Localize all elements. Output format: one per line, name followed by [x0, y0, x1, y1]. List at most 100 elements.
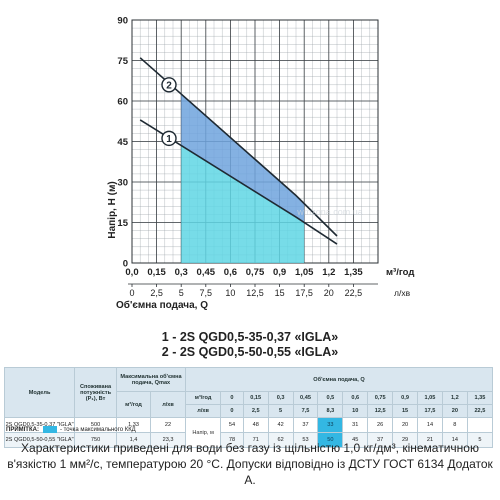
q-lmin-cell: 12,5	[367, 404, 394, 418]
head-value: 53	[292, 432, 319, 448]
head-value: 71	[242, 432, 269, 448]
q-lmin-cell: 20	[441, 404, 468, 418]
series-markers: 12	[161, 77, 177, 147]
curve-marker-label: 1	[166, 134, 172, 145]
q-m3h-cell: 0,3	[267, 391, 294, 405]
th-qmax-lmin: л/хв	[149, 391, 187, 418]
q-lmin-cell: 17,5	[417, 404, 443, 418]
table-row: 2S QGD0,5-35-0,37 "IGLA" 500 1,33 22 Нап…	[3, 417, 494, 448]
th-q-m3h-unit: м³/год	[185, 391, 222, 405]
head-value: 26	[367, 417, 394, 433]
y-tick-label: 30	[117, 178, 128, 189]
row-qmax-m3h: 1,33	[116, 417, 151, 433]
q-lmin-cell: 22,5	[466, 404, 494, 418]
q-m3h-cell: 0,9	[392, 391, 418, 405]
head-value: 8	[441, 417, 468, 433]
head-value: 62	[267, 432, 294, 448]
x-tick-label-m3h: 0,0	[125, 267, 138, 278]
x-tick-label-m3h: 0,15	[147, 267, 166, 278]
x-tick-label-m3h: 0,75	[246, 267, 265, 278]
head-value-max-efficiency: 33	[317, 417, 344, 433]
x-tick-label-m3h: 1,2	[322, 267, 335, 278]
performance-zones	[181, 94, 305, 263]
head-value: 14	[417, 417, 443, 433]
head-value: 37	[367, 432, 394, 448]
q-lmin-cell: 8,3	[317, 404, 344, 418]
efficiency-zone	[181, 145, 305, 263]
row-model: 2S QGD0,5-50-0,55 "IGLA"	[3, 432, 76, 448]
note-text: - точка максимального ККД	[59, 427, 136, 434]
x-unit-top: м³/год	[386, 267, 414, 278]
y-tick-label: 75	[117, 56, 128, 67]
head-value: 14	[441, 432, 468, 448]
q-m3h-cell: 0,45	[292, 391, 319, 405]
x-tick-label-m3h: 1,35	[344, 267, 363, 278]
row-power: 750	[74, 432, 118, 448]
q-m3h-cell: 0,5	[317, 391, 344, 405]
y-tick-label: 60	[117, 97, 128, 108]
head-value	[466, 417, 494, 433]
q-lmin-cell: 5	[267, 404, 294, 418]
watermark: wmzona.com.ua	[296, 207, 363, 217]
head-value: 21	[417, 432, 443, 448]
x-unit-bottom: л/хв	[394, 288, 411, 298]
x-tick-label-lmin: 5	[179, 288, 184, 298]
table-row: 2S QGD0,5-50-0,55 "IGLA" 750 1,4 23,3 78…	[3, 432, 494, 448]
th-model: Модель	[3, 367, 76, 418]
row-qmax-lmin: 23,3	[149, 432, 187, 448]
x-tick-label-lmin: 20	[324, 288, 334, 298]
q-m3h-cell: 0,15	[242, 391, 269, 405]
x-tick-label-lmin: 15	[275, 288, 285, 298]
head-value: 29	[392, 432, 418, 448]
head-value: 54	[220, 417, 244, 433]
model-legend-1: 1 - 2S QGD0,5-35-0,37 «IGLA»	[161, 330, 339, 344]
x-tick-label-lmin: 17,5	[295, 288, 313, 298]
q-m3h-cell: 0,6	[342, 391, 369, 405]
upper-zone	[181, 94, 305, 223]
head-value: 5	[466, 432, 494, 448]
footer-notes: Характеристики приведені для води без га…	[0, 440, 500, 488]
q-lmin-cell: 0	[220, 404, 244, 418]
head-value: 42	[267, 417, 294, 433]
th-q-lmin-unit: л/хв	[185, 404, 222, 418]
note-label: ПРИМІТКА:	[6, 427, 39, 434]
footer-line-2: в'язкістю 1 мм²/с, температурою 20 °C. Д…	[7, 457, 493, 487]
y-tick-label: 0	[123, 259, 128, 270]
series-line-1	[139, 119, 338, 245]
row-qmax-lmin: 22	[149, 417, 187, 433]
napir-label: Напір, м	[185, 417, 222, 448]
x-axis-ticks-lmin: 0 2,5 5 7,5 10 12,5 15 17,5 20 22,5	[128, 283, 378, 298]
th-q: Об'ємна подача, Q	[185, 367, 493, 392]
y-tick-label: 45	[117, 137, 128, 148]
x-tick-label-m3h: 0,6	[224, 267, 237, 278]
th-qmax-m3h: м³/год	[116, 391, 151, 418]
max-efficiency-swatch	[42, 426, 57, 433]
footer-line-1: Характеристики приведені для води без га…	[21, 441, 479, 455]
head-value-max-efficiency: 50	[317, 432, 344, 448]
curve-marker-circle	[161, 77, 177, 93]
x-axis-label: Об'ємна подача, Q	[116, 299, 208, 311]
model-legend-2: 2 - 2S QGD0,5-50-0,55 «IGLA»	[161, 345, 339, 359]
head-value: 37	[292, 417, 319, 433]
q-m3h-cell: 1,05	[417, 391, 443, 405]
x-axis-ticks-m3h: 0,0 0,15 0,3 0,45 0,6 0,75 0,9 1,05 1,2 1,35	[125, 267, 363, 278]
x-tick-label-m3h: 0,9	[273, 267, 286, 278]
x-tick-label-lmin: 0	[129, 288, 134, 298]
head-value: 78	[220, 432, 244, 448]
q-lmin-cell: 10	[342, 404, 369, 418]
y-tick-label: 90	[117, 16, 128, 27]
x-tick-label-m3h: 0,45	[197, 267, 216, 278]
curve-marker-label: 2	[166, 80, 172, 91]
head-value: 31	[342, 417, 369, 433]
x-tick-label-lmin: 10	[225, 288, 235, 298]
q-m3h-cell: 1,2	[441, 391, 468, 405]
x-tick-label-lmin: 2,5	[150, 288, 163, 298]
y-tick-label: 15	[117, 218, 128, 229]
q-m3h-cell: 0	[220, 391, 244, 405]
th-power: Споживана потужність (P₁), Вт	[74, 367, 118, 418]
spec-table: Модель Споживана потужність (P₁), Вт Мак…	[3, 367, 494, 448]
note: ПРИМІТКА: - точка максимального ККД	[6, 426, 136, 433]
q-m3h-cell: 1,35	[466, 391, 494, 405]
x-tick-label-m3h: 1,05	[295, 267, 314, 278]
